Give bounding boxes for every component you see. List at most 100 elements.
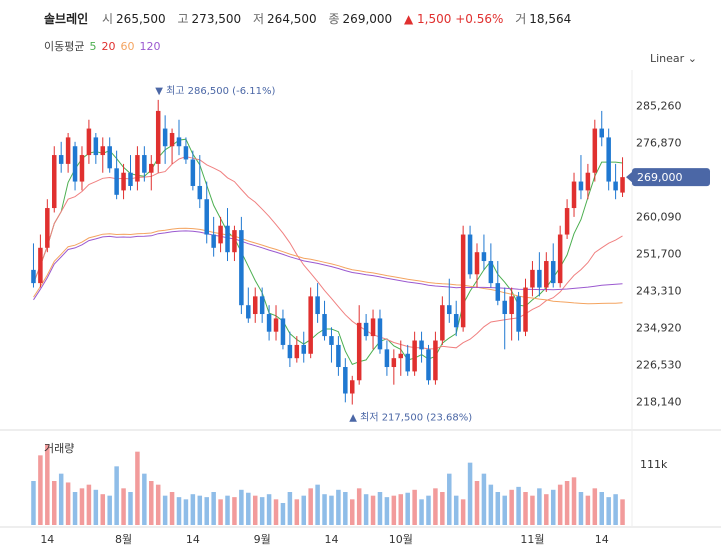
volume-bar [266,494,272,525]
volume-bar [211,492,216,525]
x-tick-label: 14 [324,533,338,546]
candle-body [370,318,376,337]
candle-body [363,322,369,337]
ma-legend: 이동평균 5 20 60 120 [44,38,165,54]
volume-bar [58,473,64,525]
volume-bar [280,503,286,525]
volume-bar [523,492,528,525]
scale-dropdown[interactable]: Linear ⌄ [650,52,697,65]
volume-bar [343,492,348,525]
chevron-down-icon: ⌄ [687,52,697,65]
volume-bar [578,492,584,525]
volume-bar [592,488,598,525]
candle-body [571,181,577,209]
candle-body [52,155,57,209]
volume-bar [433,488,438,525]
volume-bar [495,492,501,525]
close-value: 269,000 [342,12,393,26]
candle-body [550,261,556,284]
x-tick-label: 8월 [115,533,132,546]
candle-body [197,185,203,200]
volume-bar [509,489,514,525]
candle-body [620,177,625,193]
price-header: 솔브레인 시 265,500 고 273,500 저 264,500 종 269,000… [44,10,579,27]
candle-body [128,172,133,186]
volume-bar [350,499,355,525]
volume-bar [301,495,306,525]
candle-body [488,261,494,284]
volume-bar [453,495,459,525]
volume-bar [204,497,209,525]
volume-bar [86,484,92,525]
candle-body [315,296,320,315]
x-tick-label: 14 [595,533,609,546]
volume-bar [38,455,43,525]
volume-bar [107,495,112,525]
ma-legend-title: 이동평균 [44,40,85,53]
candle-body [100,146,106,156]
volume-bar [405,492,410,525]
candle-body [93,137,99,156]
ma5-label: 5 [89,40,97,53]
candle-body [516,296,521,332]
candle-body [79,155,85,182]
volume-bar [232,497,237,525]
candle-body [481,252,487,262]
volume-bar [557,484,563,525]
volume-bar [315,484,320,525]
volume-bar [530,495,535,525]
candle-body [592,128,598,173]
volume-bar [93,489,99,525]
volume-bar [419,499,424,525]
candle-body [405,353,410,372]
candle-body [537,269,542,288]
candle-body [246,305,251,319]
candle-body [45,208,50,248]
candle-body [412,340,417,372]
volume-bar [100,494,106,525]
volume-bar [537,488,542,525]
candle-body [31,269,36,284]
candle-body [329,336,334,345]
volume-bar [142,473,147,525]
candle-body [58,155,64,164]
volume-bar [384,497,390,525]
candle-body [523,287,528,332]
x-tick-label: 9월 [254,533,271,546]
volume-bar [183,499,189,525]
candle-body [121,172,126,191]
grid [0,70,721,528]
current-price-label: 269,000 [637,171,683,184]
volume-bar [613,494,618,525]
candle-body [474,252,480,275]
volume-bar [398,494,404,525]
current-price-tag [632,168,710,187]
volume-bar [440,492,445,525]
candle-body [266,314,272,332]
candle-body [460,234,466,328]
volume-bar [176,497,182,525]
volume-bar [52,481,57,525]
candle-body [211,234,216,248]
volume-bar [322,494,327,525]
volume-bar [377,492,383,525]
candle-body [377,318,383,350]
high-annotation: ▼ 최고 286,500 (-6.11%) [155,85,275,97]
candle-body [183,146,189,160]
candle-body [502,300,507,315]
candle-body [613,181,618,191]
candle-body [606,137,611,182]
volume-bar [72,492,78,525]
y-tick-label: 218,140 [636,396,682,409]
volume-bar [606,497,611,525]
low-value: 264,500 [267,12,317,26]
change-value: ▲ 1,500 +0.56% [404,12,504,26]
candle-body [544,261,549,288]
x-tick-label: 14 [40,533,54,546]
volume-label: 거 [515,12,527,26]
candle-body [232,230,237,253]
candle-body [204,199,209,235]
volume-bar [516,486,521,525]
y-tick-label: 251,700 [636,248,682,261]
candle-body [391,358,397,368]
